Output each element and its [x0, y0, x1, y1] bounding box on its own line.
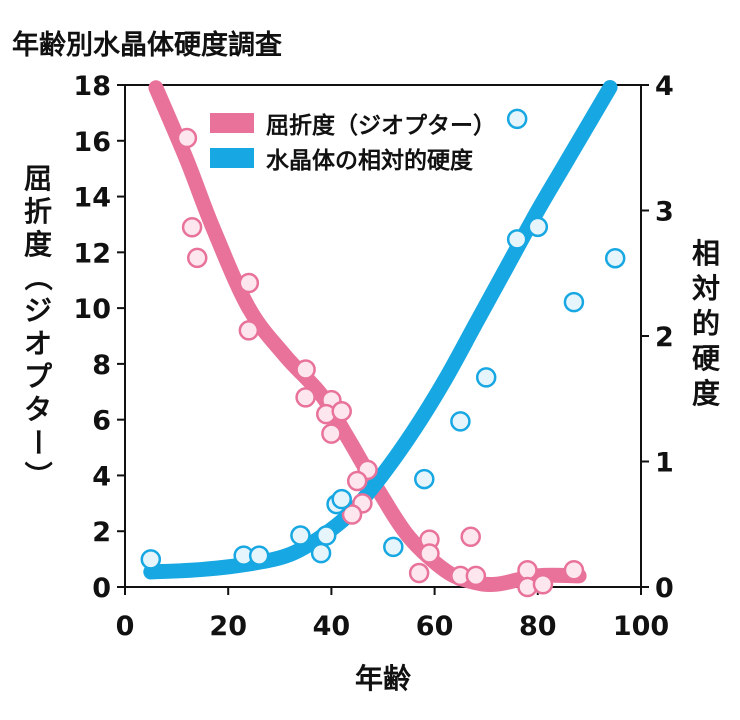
axis-label-char: 硬 — [692, 342, 721, 375]
axis-label-char: 相 — [692, 237, 720, 270]
axis-label-char: 対 — [692, 272, 720, 305]
legend-label-hardness: 水晶体の相対的硬度 — [266, 147, 474, 174]
refraction-data-point — [408, 562, 430, 584]
hardness-data-point — [414, 468, 435, 490]
hardness-data-point — [475, 367, 497, 388]
refraction-data-point — [517, 560, 538, 581]
y-right-tick-label: 4 — [655, 71, 674, 102]
axis-label-char: ） — [21, 461, 54, 489]
right-axis-label: 相対的硬度 — [692, 237, 721, 410]
x-tick-label: 80 — [519, 611, 557, 642]
refraction-trend-line — [148, 80, 587, 592]
y-left-tick-label: 2 — [92, 517, 111, 548]
refraction-data-point — [295, 387, 316, 408]
axis-label-char: （ — [21, 263, 54, 291]
hardness-data-point — [506, 229, 528, 250]
refraction-data-point — [295, 359, 316, 380]
refraction-data-point — [563, 560, 585, 581]
refraction-data-point — [238, 320, 260, 341]
refraction-data-point — [321, 423, 342, 444]
refraction-data-point — [186, 247, 208, 269]
y-left-tick-label: 16 — [73, 127, 111, 158]
data-points — [140, 108, 626, 598]
x-tick-label: 100 — [613, 611, 669, 642]
hardness-data-point — [248, 545, 270, 566]
axis-label-char: 度 — [692, 377, 720, 410]
axis-label-char: 度 — [24, 228, 52, 261]
x-tick-label: 20 — [209, 611, 247, 642]
x-tick-label: 0 — [116, 611, 135, 642]
legend-label-refraction: 屈折度（ジオプター） — [266, 112, 496, 139]
y-left-tick-label: 10 — [73, 294, 111, 325]
axis-label-char: 屈 — [24, 162, 52, 195]
hardness-data-point — [450, 411, 471, 432]
y-left-tick-label: 6 — [92, 406, 111, 437]
refraction-data-point — [176, 127, 198, 149]
refraction-data-point — [181, 216, 203, 238]
hardness-data-point — [331, 488, 352, 510]
refraction-data-point — [238, 272, 260, 294]
legend: 屈折度（ジオプター） 水晶体の相対的硬度 — [210, 112, 496, 174]
x-axis-label: 年齢 — [355, 662, 411, 695]
refraction-data-point — [465, 565, 487, 587]
x-tick-label: 60 — [416, 611, 454, 642]
y-left-tick-label: 8 — [92, 350, 111, 381]
axis-label-char: 的 — [692, 307, 720, 340]
refraction-data-point — [419, 543, 440, 564]
y-left-tick-label: 12 — [73, 238, 111, 269]
y-left-tick-label: 4 — [92, 461, 111, 492]
y-left-tick-label: 18 — [73, 71, 111, 102]
axis-label-char: プ — [24, 360, 53, 393]
hardness-data-point — [140, 549, 162, 570]
chart-title: 年齢別水晶体硬度調査 — [12, 29, 282, 61]
hardness-data-point — [315, 525, 337, 546]
y-left-tick-label: 14 — [73, 183, 111, 214]
hardness-data-point — [563, 291, 585, 313]
legend-swatch-refraction — [210, 113, 254, 133]
x-tick-label: 40 — [313, 611, 351, 642]
axis-label-char: ー — [21, 428, 54, 456]
axis-label-char: オ — [24, 327, 52, 360]
hardness-data-point — [310, 542, 332, 564]
hardness-data-point — [527, 216, 549, 238]
hardness-data-point — [290, 525, 311, 546]
legend-swatch-hardness — [210, 148, 254, 168]
y-right-tick-label: 0 — [655, 573, 674, 604]
y-right-tick-label: 1 — [655, 448, 674, 479]
hardness-data-point — [506, 108, 528, 130]
hardness-data-point — [383, 536, 404, 558]
refraction-data-point — [532, 573, 554, 595]
refraction-data-point — [460, 526, 481, 548]
left-axis-label: 屈折度（ ジオプター ） — [21, 162, 54, 489]
hardness-data-point — [604, 247, 626, 269]
y-left-tick-label: 0 — [92, 573, 111, 604]
y-right-tick-label: 2 — [655, 322, 674, 353]
axis-label-char: タ — [24, 393, 52, 426]
refraction-data-point — [346, 470, 368, 492]
refraction-data-point — [341, 504, 363, 525]
axis-label-char: 折 — [24, 195, 52, 228]
refraction-data-point — [331, 401, 352, 422]
axis-label-char: ジ — [24, 294, 52, 327]
y-right-tick-label: 3 — [655, 197, 674, 228]
